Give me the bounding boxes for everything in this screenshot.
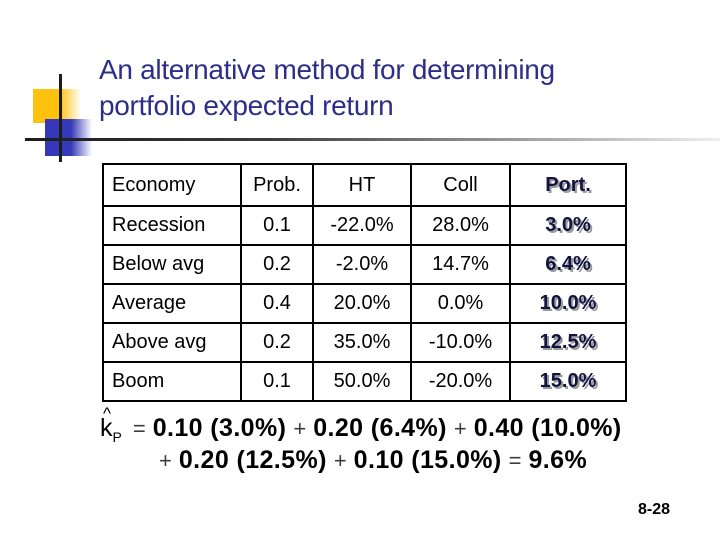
formula-term: 0.20 (12.5%) (178, 446, 327, 474)
value-cell: -20.0% (410, 361, 511, 402)
value-cell: -2.0% (312, 244, 412, 285)
value-cell: 6.4% (509, 244, 627, 285)
formula-line-1: ^ kP = 0.10 (3.0%) +0.20 (6.4%) +0.40 (10.0%) (100, 404, 622, 445)
economy-cell: Below avg (102, 244, 242, 285)
decor-yellow-square (33, 89, 81, 123)
expected-return-formula: ^ kP = 0.10 (3.0%) +0.20 (6.4%) +0.40 (10.0%)… (100, 404, 622, 476)
value-cell: 10.0% (509, 283, 627, 324)
economy-cell: Boom (102, 361, 242, 402)
value-cell: 12.5% (509, 322, 627, 363)
value-cell: -10.0% (410, 322, 511, 363)
formula-term: 9.6% (528, 446, 588, 474)
returns-table-container: Economy Prob. HT Coll Port. Recession 0.1 -22.… (102, 163, 627, 402)
economy-cell: Above avg (102, 322, 242, 363)
economy-cell: Recession (102, 205, 242, 246)
formula-line-2: +0.20 (12.5%) +0.10 (15.0%) = 9.6% (152, 444, 622, 476)
column-header-coll: Coll (410, 163, 511, 207)
decor-blue-square (45, 119, 92, 156)
returns-table-head-row: Economy Prob. HT Coll Port. (102, 163, 627, 207)
returns-table: Economy Prob. HT Coll Port. Recession 0.1 -22.… (102, 163, 627, 402)
economy-cell: Average (102, 283, 242, 324)
value-cell: 28.0% (410, 205, 511, 246)
value-cell: 0.4 (240, 283, 314, 324)
value-cell: 20.0% (312, 283, 412, 324)
returns-table-body: Recession 0.1 -22.0% 28.0% 3.0% Below avg 0.2-… (102, 205, 627, 402)
slide-title-line-2: portfolio expected return (99, 90, 394, 121)
k-symbol: k (100, 414, 113, 442)
column-header-ht: HT (312, 163, 412, 207)
value-cell: 0.2 (240, 244, 314, 285)
column-header-prob: Prob. (240, 163, 314, 207)
value-cell: 0.2 (240, 322, 314, 363)
formula-term: 0.10 (15.0%) (353, 446, 502, 474)
value-cell: 15.0% (509, 361, 627, 402)
decor-vertical-crosshair-line (59, 74, 62, 162)
page-number: 8-28 (638, 501, 671, 518)
column-header-economy: Economy (102, 163, 242, 207)
value-cell: 14.7% (410, 244, 511, 285)
column-header-port: Port. (509, 163, 627, 207)
value-cell: 3.0% (509, 205, 627, 246)
value-cell: -22.0% (312, 205, 412, 246)
formula-operator: + (159, 448, 172, 473)
value-cell: 0.0% (410, 283, 511, 324)
formula-operator: + (293, 416, 307, 441)
table-row: Recession 0.1 -22.0% 28.0% 3.0% (102, 205, 627, 246)
formula-line-1-terms: = 0.10 (3.0%) +0.20 (6.4%) +0.40 (10.0%) (126, 414, 622, 442)
title-underline-rule (25, 138, 720, 141)
formula-term: 0.20 (6.4%) (313, 414, 447, 442)
formula-term: 0.40 (10.0%) (473, 414, 622, 442)
value-cell: 0.1 (240, 205, 314, 246)
table-row: Boom 0.1 50.0% -20.0% 15.0% (102, 361, 627, 402)
value-cell: 0.1 (240, 361, 314, 402)
value-cell: 35.0% (312, 322, 412, 363)
formula-operator: + (453, 416, 467, 441)
portfolio-subscript: P (112, 429, 122, 445)
hat-accent: ^ (103, 404, 111, 423)
table-row: Above avg 0.2 35.0% -10.0% 12.5% (102, 322, 627, 363)
table-row: Average 0.4 20.0% 0.0% 10.0% (102, 283, 627, 324)
k-hat-symbol: ^ kP (100, 404, 122, 453)
slide-title-line-1: An alternative method for determining (99, 54, 555, 85)
value-cell: 50.0% (312, 361, 412, 402)
formula-term: 0.10 (3.0%) (152, 414, 287, 442)
slide-title: An alternative method for determining por… (99, 52, 555, 124)
formula-operator: + (333, 448, 347, 473)
formula-operator: = (132, 416, 146, 441)
formula-operator: = (508, 448, 522, 473)
table-row: Below avg 0.2 -2.0% 14.7% 6.4% (102, 244, 627, 285)
